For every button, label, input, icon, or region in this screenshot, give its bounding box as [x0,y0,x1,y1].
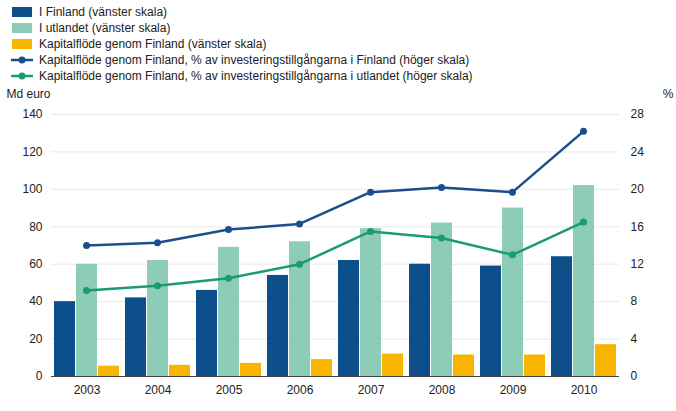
svg-text:2003: 2003 [74,383,101,397]
html-text:I Finland (vänster skala): I Finland (vänster skala) [39,5,168,19]
svg-text:2007: 2007 [358,383,385,397]
svg-text:28: 28 [631,107,645,121]
svg-text:0: 0 [631,369,638,383]
svg-text:24: 24 [631,145,645,159]
svg-text:2005: 2005 [216,383,243,397]
svg-text:40: 40 [29,294,43,308]
svg-text:2010: 2010 [571,383,598,397]
svg-text:2006: 2006 [287,383,314,397]
svg-text:20: 20 [29,332,43,346]
html-text:Kapitalflöde genom Finland, %: Kapitalflöde genom Finland, % av investe… [39,53,470,67]
svg-text:2009: 2009 [500,383,527,397]
svg-text:120: 120 [22,145,42,159]
svg-text:100: 100 [22,182,42,196]
svg-text:20: 20 [631,182,645,196]
html-text:I utlandet (vänster skala): I utlandet (vänster skala) [39,21,171,35]
svg-text:4: 4 [631,332,638,346]
svg-text:Md euro: Md euro [7,87,51,101]
svg-text:60: 60 [29,257,43,271]
svg-text:80: 80 [29,220,43,234]
svg-text:12: 12 [631,257,645,271]
svg-text:16: 16 [631,220,645,234]
html-text:Kapitalflöde genom Finland (vä: Kapitalflöde genom Finland (vänster skal… [39,37,267,51]
svg-text:0: 0 [36,369,43,383]
svg-text:140: 140 [22,107,42,121]
svg-text:2008: 2008 [429,383,456,397]
svg-text:%: % [663,87,674,101]
html-text:Kapitalflöde genom Finland, %: Kapitalflöde genom Finland, % av investe… [39,69,473,83]
svg-text:2004: 2004 [145,383,172,397]
svg-text:8: 8 [631,294,638,308]
